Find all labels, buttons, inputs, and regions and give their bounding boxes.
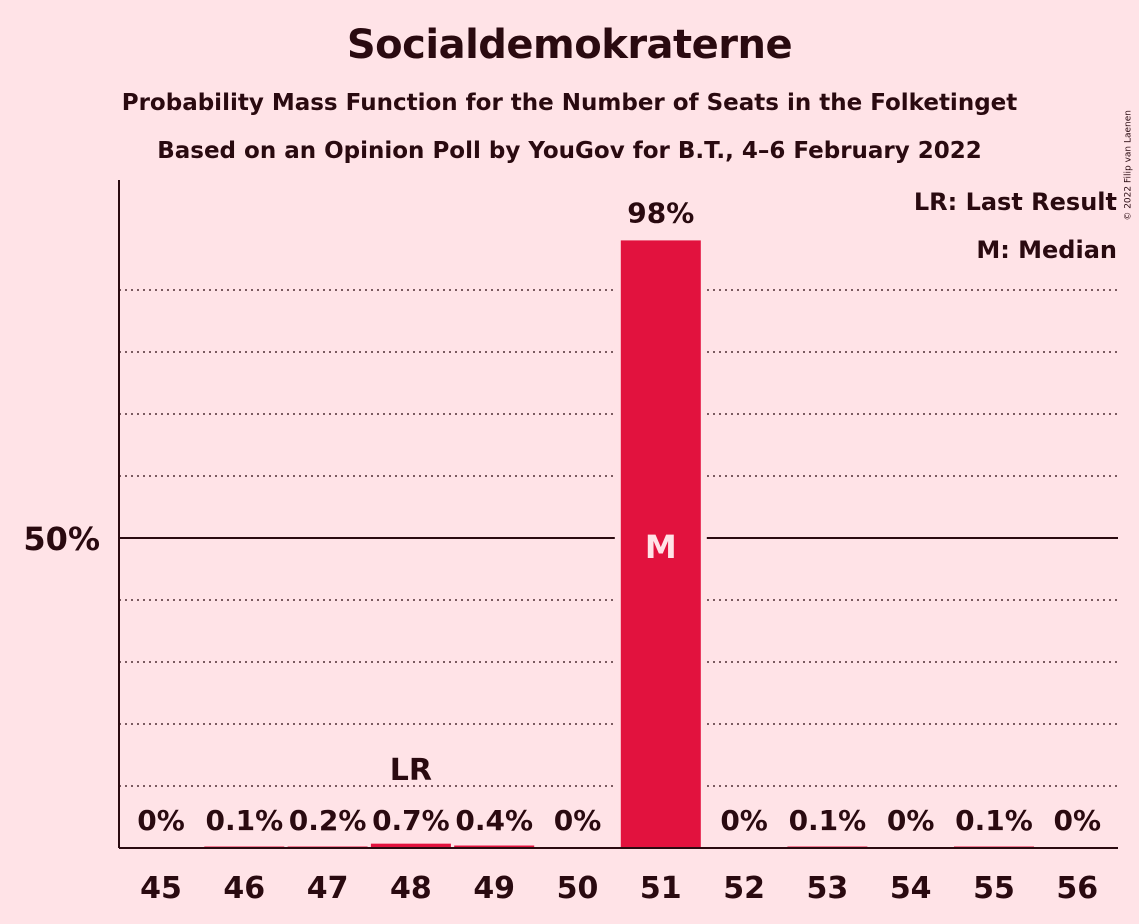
- median-marker: M: [645, 528, 677, 566]
- value-labels: 0% 0.1% 0.2% 0.7%LR0.4% 0%98%M0% 0.1% 0% 0.1% 0%: [137, 196, 1101, 837]
- x-tick-label-54: 54: [890, 871, 932, 906]
- x-tick-label-56: 56: [1056, 871, 1098, 906]
- x-tick-label-51: 51: [640, 871, 682, 906]
- x-tick-label-45: 45: [140, 871, 182, 906]
- bar-seat-48: [370, 843, 451, 848]
- bars: [204, 240, 1034, 848]
- legend-last-result: LR: Last Result: [914, 188, 1117, 216]
- value-label-47: 0.2%: [289, 804, 367, 837]
- value-label-52: 0%: [720, 804, 768, 837]
- chart-title: Socialdemokraterne: [346, 22, 793, 68]
- chart-source-note: Based on an Opinion Poll by YouGov for B…: [157, 138, 982, 164]
- value-label-46: 0.1%: [205, 804, 283, 837]
- chart-subtitle: Probability Mass Function for the Number…: [121, 90, 1018, 116]
- x-tick-label-50: 50: [557, 871, 599, 906]
- value-label-56: 0%: [1054, 804, 1102, 837]
- x-tick-label-53: 53: [807, 871, 849, 906]
- x-tick-label-49: 49: [473, 871, 515, 906]
- x-tick-label-55: 55: [973, 871, 1015, 906]
- value-label-45: 0%: [137, 804, 185, 837]
- x-tick-label-52: 52: [723, 871, 765, 906]
- x-tick-label-47: 47: [307, 871, 349, 906]
- value-label-54: 0%: [887, 804, 935, 837]
- axes: 50% 45 46 47 48 49 50 51 52 53 54 55 56: [23, 180, 1118, 906]
- value-label-50: 0%: [554, 804, 602, 837]
- legend-median: M: Median: [976, 236, 1117, 264]
- bar-seat-49: [454, 845, 535, 848]
- value-label-49: 0.4%: [455, 804, 533, 837]
- value-label-51: 98%: [627, 196, 694, 229]
- value-label-48: 0.7%: [372, 804, 450, 837]
- value-label-53: 0.1%: [789, 804, 867, 837]
- x-tick-label-48: 48: [390, 871, 432, 906]
- value-label-55: 0.1%: [955, 804, 1033, 837]
- y-tick-label: 50%: [23, 520, 100, 558]
- x-tick-label-46: 46: [223, 871, 265, 906]
- last-result-marker: LR: [390, 753, 432, 788]
- bar-seat-51: [620, 240, 701, 848]
